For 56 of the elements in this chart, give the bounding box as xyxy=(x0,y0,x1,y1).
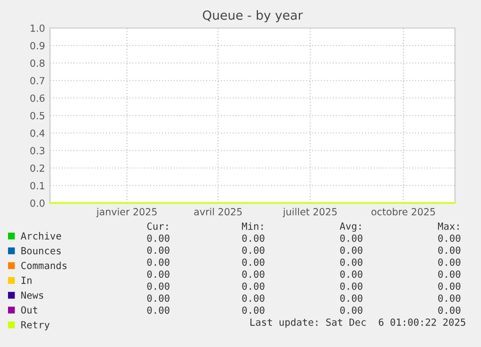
y-tick-label: 0.8 xyxy=(30,59,44,67)
text: 0.00 xyxy=(340,270,362,278)
x-tick-label: juillet 2025 xyxy=(282,208,337,218)
y-tick-label: 0.6 xyxy=(30,94,45,102)
y-tick-label: 0.0 xyxy=(30,199,44,207)
text: 0.00 xyxy=(340,246,362,254)
chart-title: Queue - by year xyxy=(202,10,303,22)
text: 0.00 xyxy=(340,234,362,242)
text: 0.00 xyxy=(147,270,170,278)
legend-label: Retry xyxy=(21,321,50,330)
text: 0.00 xyxy=(242,282,264,290)
text: 0.00 xyxy=(242,234,264,242)
y-tick-label: 0.2 xyxy=(30,164,44,172)
x-tick-label: janvier 2025 xyxy=(96,208,157,218)
text: 0.00 xyxy=(438,270,460,278)
legend-label: News xyxy=(21,292,44,299)
text: Min: xyxy=(242,222,263,230)
y-tick-label: 0.9 xyxy=(30,42,44,50)
text: 0.00 xyxy=(242,294,264,302)
y-tick-label: 0.3 xyxy=(30,146,44,154)
legend-label: Archive xyxy=(20,232,62,240)
x-tick-label: octobre 2025 xyxy=(371,208,435,216)
text: 0.00 xyxy=(147,258,170,266)
text: 0.00 xyxy=(340,306,362,314)
text: Avg: xyxy=(340,222,361,232)
text: 0.00 xyxy=(147,282,170,290)
y-tick-label: 0.1 xyxy=(30,182,44,190)
y-tick-label: 0.4 xyxy=(30,129,45,137)
text: 0.00 xyxy=(242,246,264,254)
y-tick-label: 1.0 xyxy=(30,24,44,32)
y-tick-label: 0.7 xyxy=(30,76,44,84)
legend-label: In xyxy=(22,276,32,284)
text: 0.00 xyxy=(438,246,460,254)
text: 0.00 xyxy=(438,294,460,302)
y-tick-label: 0.5 xyxy=(30,112,44,120)
text: 0.00 xyxy=(438,282,460,290)
text: 0.00 xyxy=(438,234,460,242)
text: 0.00 xyxy=(242,258,264,266)
x-tick-label: avril 2025 xyxy=(194,208,242,216)
text: Last update: Sat Dec 6 01:00:22 2025 xyxy=(250,318,466,328)
text: 0.00 xyxy=(242,306,264,314)
text: 0.00 xyxy=(340,282,362,290)
text: 0.00 xyxy=(438,306,460,314)
text: 0.00 xyxy=(147,234,170,242)
text: 0.00 xyxy=(147,246,170,254)
text: 0.00 xyxy=(340,294,362,302)
text: 0.00 xyxy=(438,258,460,266)
text: 0.00 xyxy=(340,258,362,266)
text: 0.00 xyxy=(242,270,264,278)
text: 0.00 xyxy=(147,306,170,314)
legend-label: Commands xyxy=(21,262,66,270)
text: Max: xyxy=(438,222,459,230)
legend-label: Out xyxy=(21,306,38,314)
text: Cur: xyxy=(147,222,168,230)
text: 0.00 xyxy=(147,294,170,302)
legend-label: Bounces xyxy=(21,247,61,254)
